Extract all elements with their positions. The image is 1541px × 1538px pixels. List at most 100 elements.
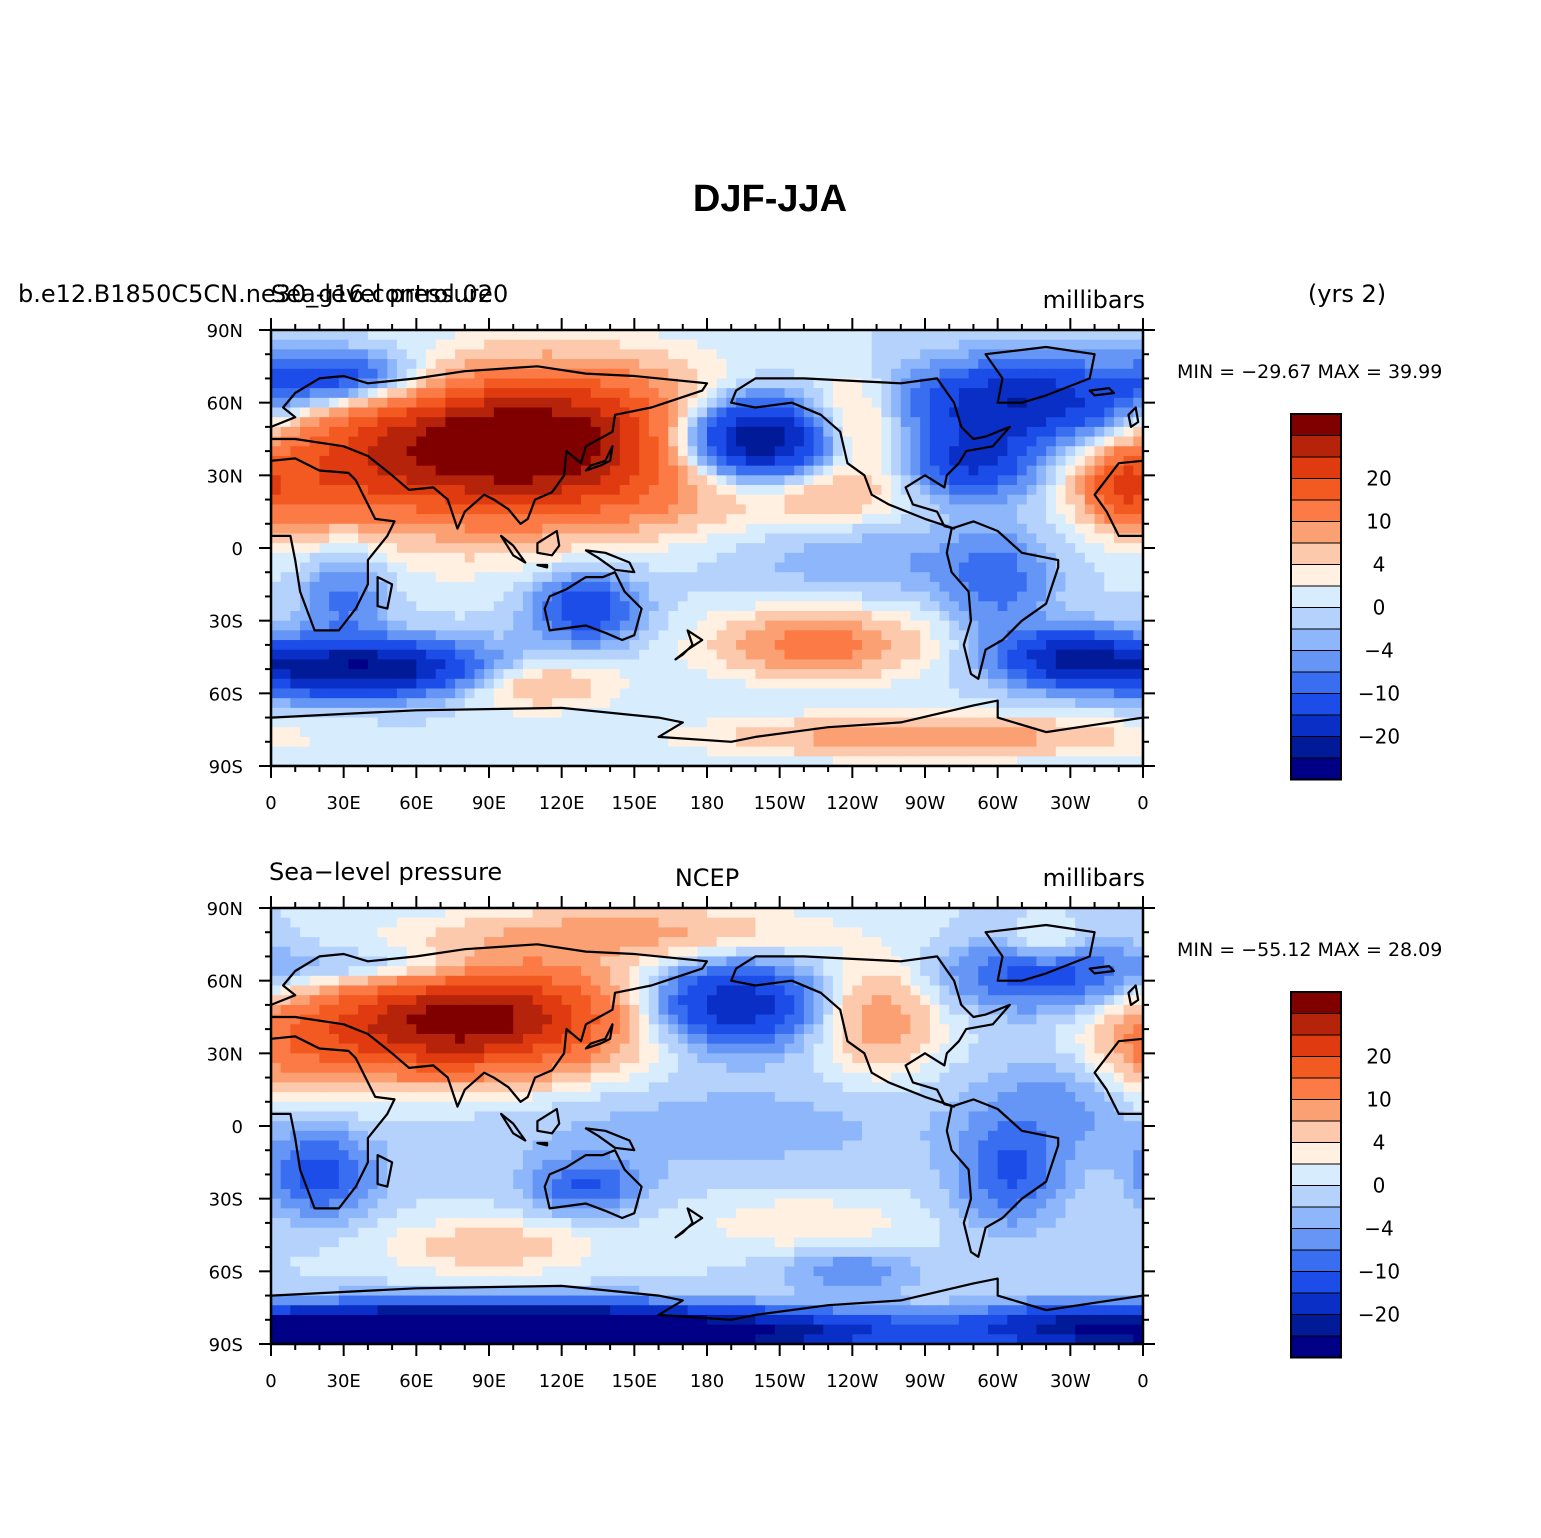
field-cell bbox=[803, 698, 815, 709]
field-cell bbox=[900, 407, 912, 418]
field-cell bbox=[513, 572, 524, 583]
field-cell bbox=[997, 543, 1008, 554]
field-cell bbox=[522, 397, 534, 409]
field-cell bbox=[978, 640, 989, 651]
field-cell bbox=[803, 591, 815, 602]
field-cell bbox=[745, 359, 757, 370]
field-cell bbox=[1084, 514, 1096, 525]
field-cell bbox=[619, 359, 631, 370]
field-cell bbox=[561, 330, 572, 341]
field-cell bbox=[619, 465, 631, 476]
field-cell bbox=[842, 591, 853, 602]
field-cell bbox=[910, 707, 921, 719]
field-cell bbox=[1123, 591, 1134, 602]
field-cell bbox=[571, 552, 582, 564]
field-cell bbox=[803, 727, 815, 738]
field-cell bbox=[949, 504, 960, 515]
field-cell bbox=[1017, 746, 1028, 757]
field-cell bbox=[823, 359, 834, 370]
field-cell bbox=[852, 601, 863, 612]
field-cell bbox=[968, 669, 979, 680]
field-cell bbox=[629, 678, 640, 690]
field-cell bbox=[445, 727, 456, 738]
field-cell bbox=[1123, 698, 1134, 709]
field-cell bbox=[522, 698, 534, 709]
field-cell bbox=[813, 620, 824, 631]
field-cell bbox=[319, 533, 330, 544]
field-cell bbox=[338, 572, 350, 583]
field-cell bbox=[493, 504, 505, 515]
field-cell bbox=[639, 581, 650, 593]
field-cell bbox=[455, 388, 466, 399]
field-cell bbox=[803, 640, 815, 651]
field-cell bbox=[658, 475, 669, 486]
field-cell bbox=[987, 966, 999, 977]
field-cell bbox=[551, 937, 563, 948]
field-cell bbox=[842, 378, 853, 389]
field-cell bbox=[1075, 756, 1086, 766]
field-cell bbox=[891, 746, 902, 757]
field-cell bbox=[1104, 572, 1115, 583]
field-cell bbox=[687, 707, 698, 719]
field-cell bbox=[910, 649, 921, 661]
y-tick-label: 30S bbox=[209, 612, 243, 633]
field-cell bbox=[900, 368, 912, 380]
coastline bbox=[984, 345, 1096, 404]
field-cell bbox=[542, 956, 553, 967]
field-cell bbox=[813, 640, 824, 651]
field-cell bbox=[426, 669, 437, 680]
field-cell bbox=[881, 543, 892, 554]
field-cell bbox=[648, 543, 660, 554]
field-cell bbox=[639, 678, 650, 690]
field-cell bbox=[707, 917, 718, 928]
field-cell bbox=[929, 533, 941, 544]
field-cell bbox=[910, 368, 921, 380]
field-cell bbox=[803, 975, 815, 987]
field-cell bbox=[387, 659, 398, 670]
field-cell bbox=[697, 736, 708, 748]
field-cell bbox=[590, 378, 602, 389]
field-cell bbox=[522, 330, 534, 341]
field-cell bbox=[300, 640, 311, 651]
field-cell bbox=[416, 956, 427, 967]
field-cell bbox=[677, 533, 689, 544]
field-cell bbox=[813, 601, 824, 612]
field-cell bbox=[406, 659, 417, 670]
field-cell bbox=[745, 504, 757, 515]
field-cell bbox=[300, 426, 311, 438]
field-cell bbox=[396, 455, 408, 467]
field-cell bbox=[978, 514, 989, 525]
field-cell bbox=[716, 917, 727, 928]
field-cell bbox=[377, 533, 388, 544]
field-cell bbox=[1113, 397, 1125, 409]
field-cell bbox=[300, 581, 311, 593]
field-cell bbox=[493, 455, 505, 467]
field-cell bbox=[329, 956, 340, 967]
field-cell bbox=[852, 359, 863, 370]
field-cell bbox=[426, 543, 437, 554]
field-cell bbox=[358, 756, 369, 766]
field-cell bbox=[813, 649, 824, 661]
field-cell bbox=[677, 494, 689, 505]
field-cell bbox=[639, 975, 650, 987]
field-cell bbox=[1084, 717, 1096, 728]
field-cell bbox=[629, 581, 640, 593]
field-cell bbox=[1133, 572, 1143, 583]
field-cell bbox=[774, 649, 786, 661]
field-cell bbox=[1036, 746, 1047, 757]
field-cell bbox=[949, 640, 960, 651]
field-cell bbox=[736, 649, 747, 661]
figure-title: DJF-JJA bbox=[693, 178, 847, 220]
field-cell bbox=[1036, 436, 1047, 447]
field-cell bbox=[1055, 727, 1067, 738]
field-cell bbox=[455, 339, 466, 350]
field-cell bbox=[726, 514, 737, 525]
field-cell bbox=[542, 946, 553, 958]
field-cell bbox=[629, 436, 640, 447]
field-cell bbox=[813, 417, 824, 428]
field-cell bbox=[590, 717, 602, 728]
field-cell bbox=[561, 523, 572, 535]
field-cell bbox=[561, 669, 572, 680]
field-cell bbox=[648, 552, 660, 564]
field-cell bbox=[309, 736, 321, 748]
